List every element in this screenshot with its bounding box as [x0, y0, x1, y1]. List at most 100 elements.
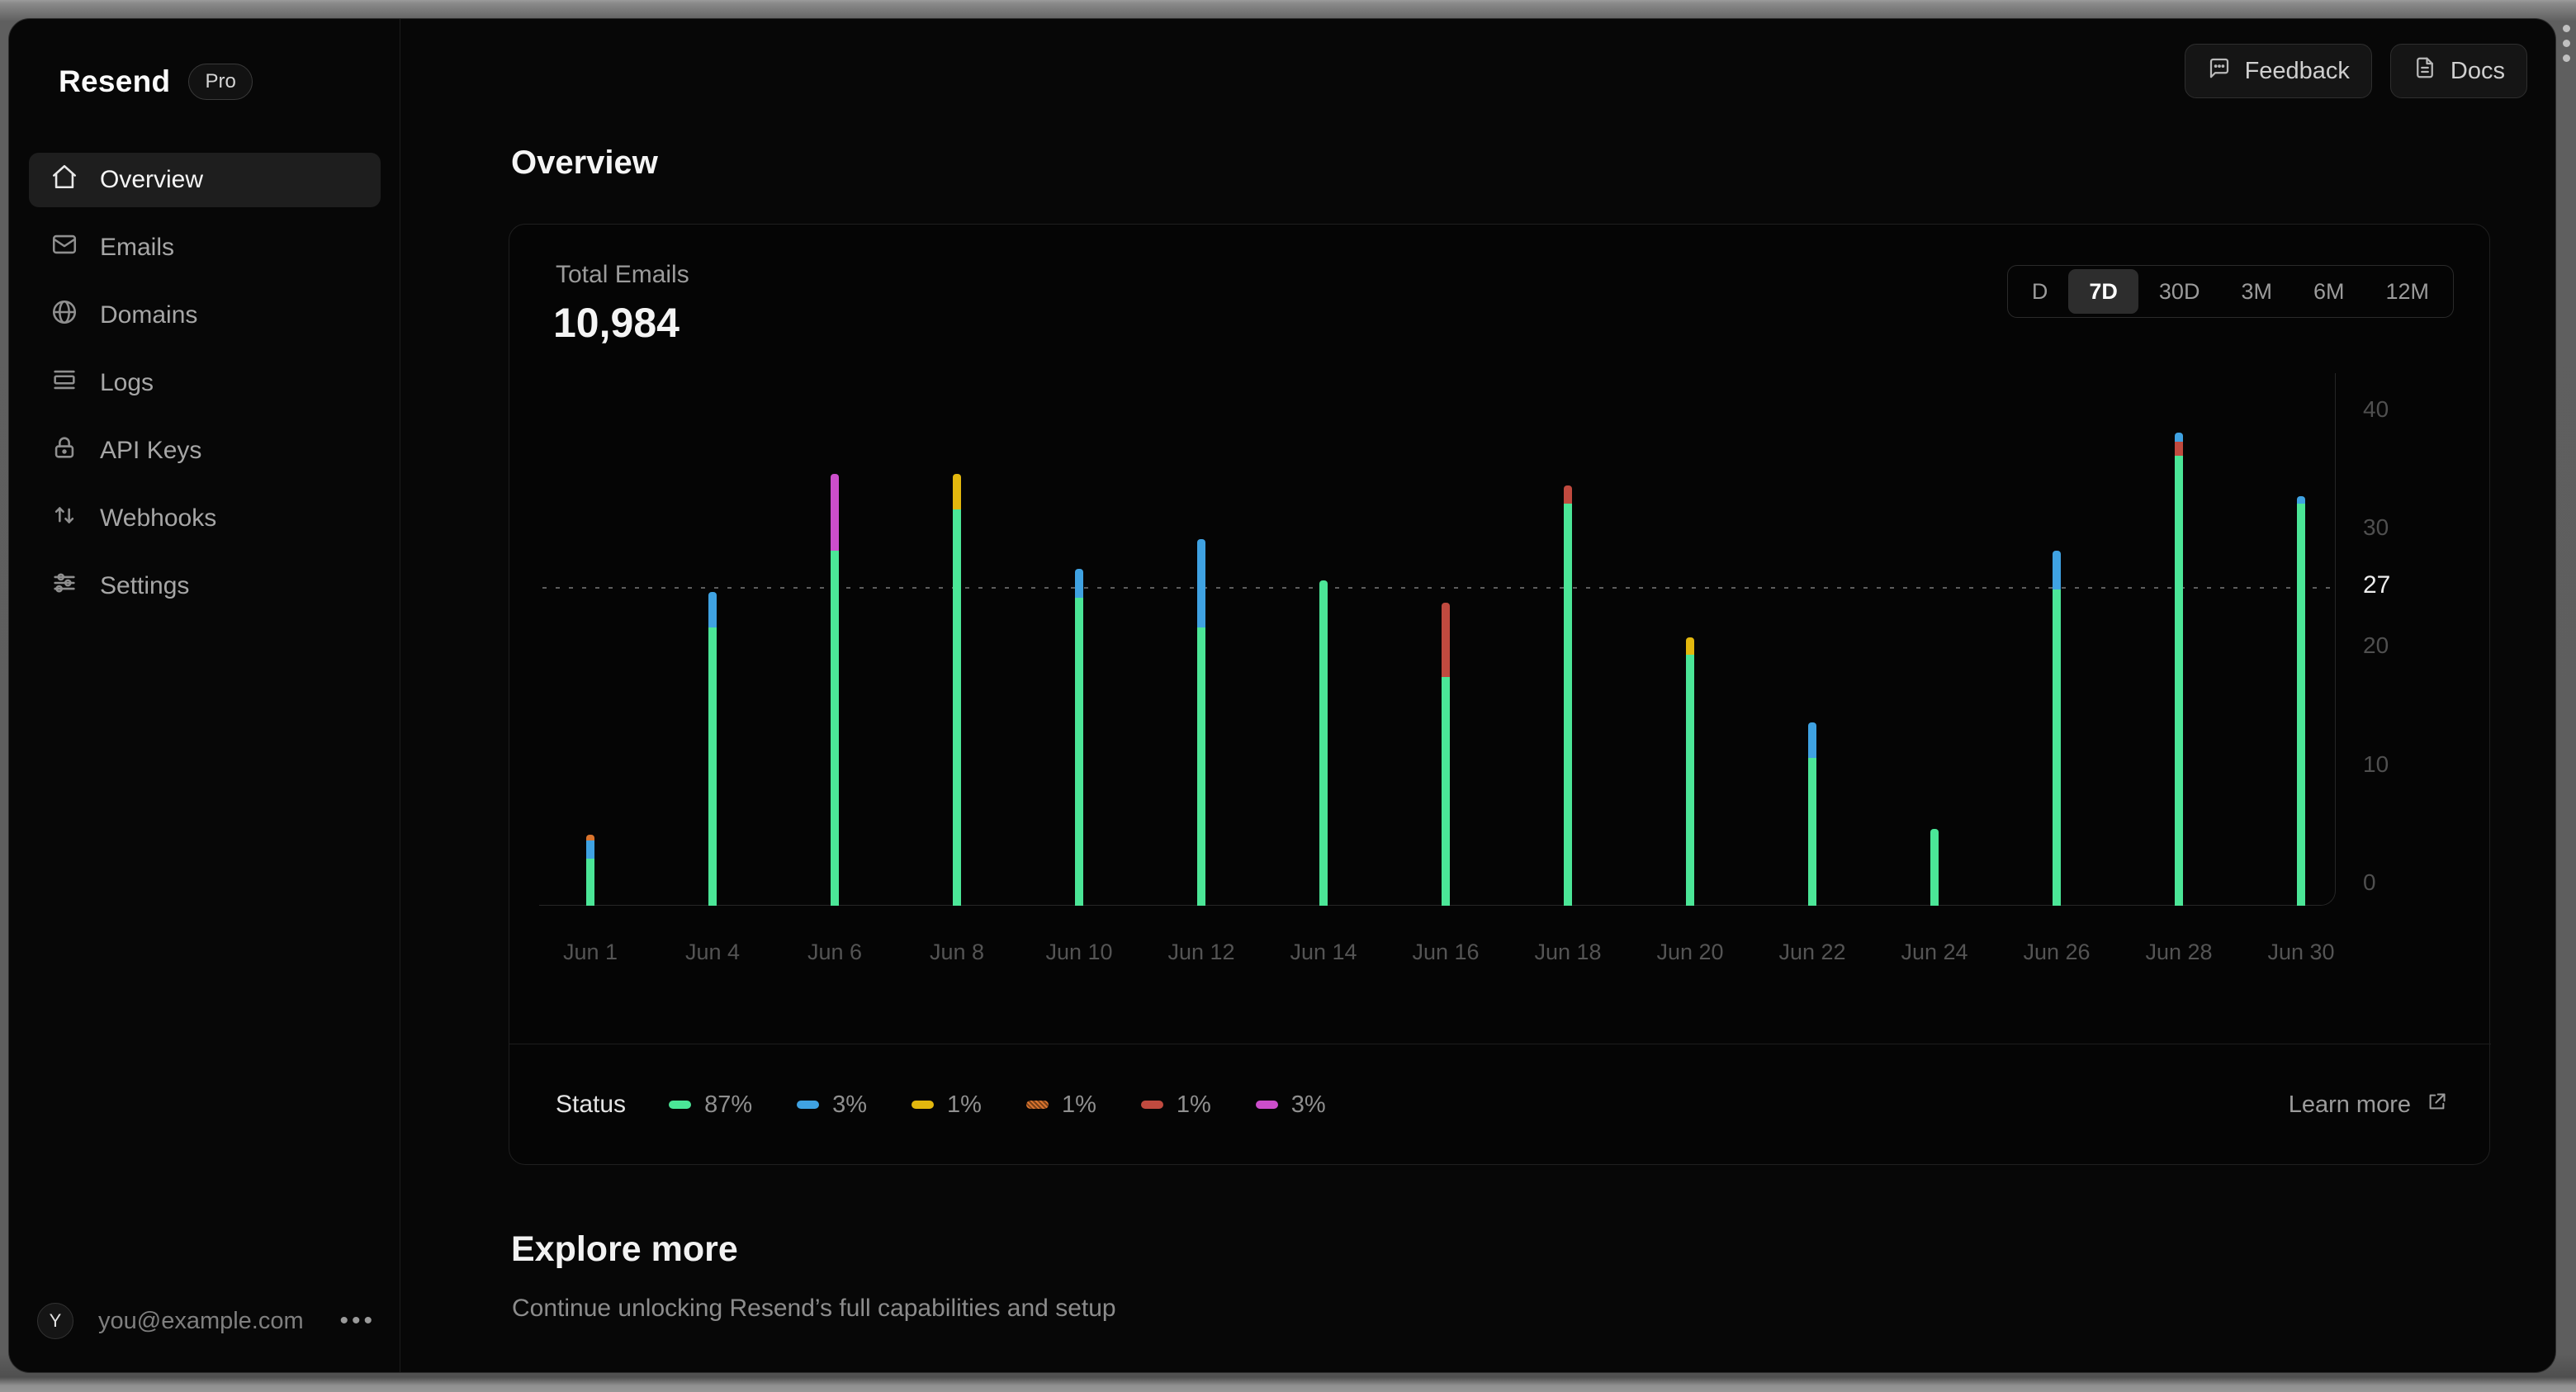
- range-option-30d[interactable]: 30D: [2158, 278, 2200, 304]
- sidebar-item-emails[interactable]: Emails: [29, 220, 381, 275]
- globe-icon: [50, 298, 78, 333]
- legend-item-1: 3%: [797, 1091, 867, 1119]
- explore-more-subtitle: Continue unlocking Resend’s full capabil…: [512, 1295, 1116, 1322]
- legend-swatch: [912, 1101, 935, 1109]
- mail-icon: [50, 230, 78, 265]
- legend-percent: 1%: [1061, 1091, 1096, 1118]
- legend-item-0: 87%: [669, 1091, 752, 1119]
- feedback-button[interactable]: Feedback: [2184, 44, 2372, 98]
- bar-jun-22[interactable]: [1808, 722, 1816, 906]
- topbar-actions: Feedback Docs: [2184, 44, 2527, 98]
- learn-more-label: Learn more: [2288, 1091, 2411, 1118]
- sidebar-item-settings[interactable]: Settings: [29, 559, 381, 613]
- x-axis-label: Jun 18: [1534, 940, 1602, 964]
- y-axis-label-20: 20: [2363, 632, 2389, 659]
- x-axis-label: Jun 1: [562, 940, 618, 964]
- user-email: you@example.com: [98, 1307, 304, 1334]
- x-axis-label: Jun 16: [1412, 940, 1480, 964]
- legend-swatch: [669, 1101, 692, 1109]
- x-axis-label: Jun 22: [1778, 940, 1846, 964]
- legend-percent: 1%: [947, 1091, 982, 1118]
- sliders-icon: [50, 569, 78, 604]
- sidebar-item-webhooks[interactable]: Webhooks: [29, 491, 381, 546]
- bar-jun-24[interactable]: [1930, 828, 1939, 906]
- legend-title: Status: [556, 1091, 627, 1118]
- range-option-12m[interactable]: 12M: [2385, 278, 2429, 304]
- range-option-7d[interactable]: 7D: [2068, 269, 2138, 314]
- bar-jun-4[interactable]: [708, 592, 717, 906]
- bar-jun-10[interactable]: [1075, 568, 1083, 906]
- metric-value: 10,984: [553, 300, 680, 346]
- x-axis-label: Jun 12: [1167, 940, 1235, 964]
- brand-logo: Resend: [59, 64, 171, 98]
- x-axis-label: Jun 14: [1290, 940, 1357, 964]
- legend-item-2: 1%: [912, 1091, 982, 1119]
- x-axis-label: Jun 30: [2267, 940, 2335, 964]
- range-option-6m[interactable]: 6M: [2313, 278, 2345, 304]
- bar-jun-18[interactable]: [1564, 485, 1572, 906]
- bar-jun-1[interactable]: [586, 835, 594, 906]
- docs-button[interactable]: Docs: [2389, 44, 2527, 98]
- x-axis-label: Jun 8: [929, 940, 985, 964]
- reference-line-label: 27: [2363, 571, 2391, 599]
- legend-swatch: [1255, 1101, 1278, 1109]
- document-icon: [2413, 55, 2437, 87]
- metric-label: Total Emails: [556, 261, 689, 288]
- lock-icon: [50, 433, 78, 468]
- explore-more-title: Explore more: [511, 1229, 738, 1269]
- x-axis-label: Jun 28: [2145, 940, 2213, 964]
- x-axis-label: Jun 4: [684, 940, 741, 964]
- y-axis-label-10: 10: [2363, 750, 2389, 777]
- legend-swatch: [1025, 1101, 1049, 1109]
- range-option-d[interactable]: D: [2031, 278, 2048, 304]
- x-axis-label: Jun 6: [807, 940, 863, 964]
- bar-jun-26[interactable]: [2053, 551, 2061, 906]
- legend-percent: 3%: [832, 1091, 868, 1118]
- legend-percent: 87%: [704, 1091, 753, 1118]
- bar-jun-28[interactable]: [2175, 432, 2183, 906]
- time-range-control: D 7D 30D 3M 6M 12M: [2006, 265, 2454, 318]
- legend-item-5: 3%: [1255, 1091, 1326, 1119]
- y-axis-label-40: 40: [2363, 395, 2389, 422]
- sidebar-item-logs[interactable]: Logs: [29, 356, 381, 410]
- bar-jun-14[interactable]: [1319, 580, 1328, 906]
- main-content: Feedback Docs Overview Total Emails 10,9…: [400, 19, 2555, 1372]
- sidebar-item-api-keys[interactable]: API Keys: [29, 424, 381, 478]
- x-axis-label: Jun 24: [1901, 940, 1968, 964]
- external-link-icon: [2426, 1091, 2448, 1120]
- bar-jun-20[interactable]: [1686, 637, 1694, 906]
- emails-bar-chart: Jun 1 Jun 4 Jun 6 Jun 8 Jun 10 Jun 12 Jun 14 Ju…: [509, 225, 2491, 1044]
- plot-frame: [539, 373, 2336, 906]
- bar-jun-30[interactable]: [2297, 496, 2305, 906]
- x-axis-label: Jun 26: [2023, 940, 2091, 964]
- plan-badge: Pro: [188, 64, 253, 100]
- bar-jun-16[interactable]: [1442, 603, 1450, 906]
- range-option-3m[interactable]: 3M: [2241, 278, 2272, 304]
- learn-more-link[interactable]: Learn more: [2289, 1091, 2448, 1120]
- app-window: Resend Pro Overview Emails Domains Logs API …: [8, 18, 2556, 1373]
- user-menu[interactable]: Y you@example.com •••: [37, 1303, 381, 1339]
- window-scrollbar-dots: [2563, 25, 2571, 62]
- bar-jun-6[interactable]: [831, 474, 839, 906]
- feedback-button-label: Feedback: [2244, 57, 2350, 84]
- sidebar-nav: Overview Emails Domains Logs API Keys Webhook…: [29, 153, 381, 613]
- logs-icon: [50, 366, 78, 400]
- legend-percent: 1%: [1176, 1091, 1211, 1118]
- legend-items: 87% 3% 1% 1% 1% 3%: [669, 1091, 2289, 1119]
- legend-item-4: 1%: [1140, 1091, 1211, 1119]
- bar-jun-12[interactable]: [1197, 538, 1205, 906]
- bar-jun-8[interactable]: [953, 474, 961, 906]
- x-axis-label: Jun 20: [1656, 940, 1724, 964]
- sidebar: Resend Pro Overview Emails Domains Logs API …: [9, 19, 400, 1372]
- ellipsis-icon[interactable]: •••: [339, 1307, 376, 1334]
- x-axis-label: Jun 10: [1045, 940, 1113, 964]
- y-axis-label-0: 0: [2363, 869, 2376, 895]
- legend-swatch: [797, 1101, 820, 1109]
- speech-bubble-icon: [2207, 55, 2232, 87]
- sidebar-item-domains[interactable]: Domains: [29, 288, 381, 343]
- arrows-up-down-icon: [50, 501, 78, 536]
- sidebar-item-overview[interactable]: Overview: [29, 153, 381, 207]
- legend-item-3: 1%: [1025, 1091, 1096, 1119]
- docs-button-label: Docs: [2450, 57, 2505, 84]
